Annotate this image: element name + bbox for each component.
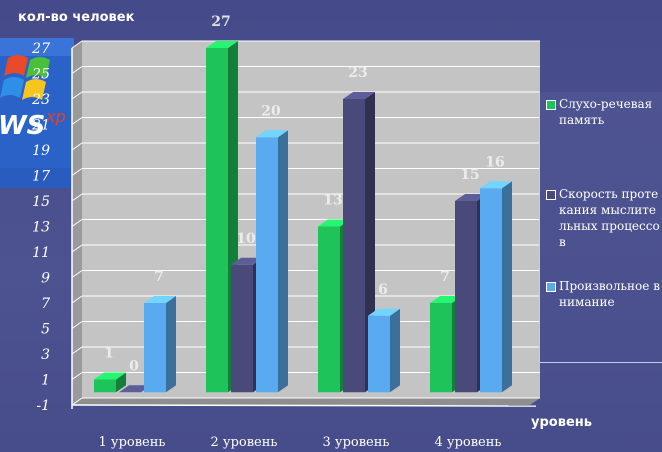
x-axis-title: уровень [531, 415, 592, 430]
y-tick-label: 21 [31, 118, 50, 134]
bar-top [480, 181, 512, 189]
chart-legend: Слухо-речевая память Скорость протекания… [539, 92, 662, 363]
y-tick-label: 17 [32, 169, 50, 185]
data-label: 7 [440, 269, 450, 285]
y-tick-label: 15 [32, 194, 50, 210]
y-tick-label: 11 [32, 245, 50, 261]
legend-swatch-green [546, 100, 556, 110]
data-label: 15 [460, 167, 479, 183]
bar-side [116, 372, 126, 393]
legend-label: Скорость протекания мыслительных процесс… [559, 187, 660, 249]
bar-top [368, 308, 400, 316]
y-axis-title: кол-во человек [18, 10, 135, 25]
bar-front [343, 99, 365, 393]
y-tick-label: 3 [41, 347, 50, 363]
y-tick-label: 1 [41, 373, 50, 389]
x-tick-label: 2 уровень [211, 435, 278, 450]
bar-front [94, 379, 116, 393]
legend-swatch-dark [546, 190, 556, 200]
gridline-side [71, 142, 83, 151]
bar-front [231, 264, 253, 393]
bar-top [256, 130, 288, 138]
y-tick-label: 7 [41, 296, 50, 312]
y-tick-label: 25 [31, 67, 50, 83]
legend-item-auditory-memory: Слухо-речевая память [546, 96, 662, 128]
bar-front [480, 188, 502, 393]
gridline-side [71, 193, 83, 202]
gridline-side [71, 397, 83, 406]
x-tick-label: 4 уровень [435, 435, 502, 450]
windows-xp-logo: WS xp [0, 38, 74, 188]
bar-top [318, 219, 350, 227]
bar-side [502, 181, 512, 393]
legend-swatch-blue [546, 282, 556, 292]
gridline-side [71, 168, 83, 176]
x-tick-label: 1 уровень [99, 435, 166, 450]
data-label: 20 [261, 103, 281, 119]
bar-front [455, 201, 477, 393]
legend-label: Произвольное внимание [559, 279, 660, 309]
plot-floor [72, 398, 540, 405]
bar-top [94, 372, 126, 380]
data-label: 6 [378, 282, 388, 298]
y-tick-label: 27 [31, 41, 50, 57]
gridline-side [71, 270, 83, 278]
bar-side [166, 296, 176, 393]
data-label: 0 [129, 358, 139, 374]
y-tick-label: 9 [41, 271, 50, 287]
bar-front [368, 315, 390, 393]
legend-item-thinking-speed: Скорость протекания мыслительных процесс… [546, 186, 662, 250]
svg-text:WS: WS [0, 111, 45, 141]
y-tick-label: 19 [32, 143, 50, 159]
gridline-side [71, 372, 83, 380]
gridline-side [71, 219, 83, 227]
data-label: 10 [236, 231, 256, 247]
data-label: 13 [323, 193, 342, 209]
y-tick-label: 13 [32, 220, 50, 236]
y-tick-label: -1 [36, 398, 50, 414]
bar-top [119, 385, 151, 393]
data-label: 23 [348, 65, 367, 81]
gridline-side [71, 321, 83, 329]
svg-text:xp: xp [45, 107, 66, 126]
data-label: 27 [211, 14, 230, 30]
bar-side [278, 130, 288, 393]
gridline-side [71, 346, 83, 355]
legend-item-attention: Произвольное внимание [546, 278, 662, 310]
bar-top [430, 296, 462, 303]
bar-top [144, 296, 176, 303]
gridline-side [71, 91, 83, 100]
legend-label: Слухо-речевая память [559, 97, 653, 127]
bar-front [256, 137, 278, 393]
bar-front [144, 303, 166, 393]
bar-side [390, 308, 400, 393]
bar-top [343, 92, 375, 99]
bar-top [206, 41, 238, 48]
x-tick-label: 3 уровень [323, 435, 390, 450]
bar-front [318, 226, 340, 393]
y-tick-label: 23 [31, 92, 50, 108]
data-label: 7 [154, 269, 164, 285]
bar-top [455, 194, 487, 201]
gridline-side [71, 295, 83, 304]
data-label: 16 [485, 154, 504, 170]
gridline-side [71, 40, 83, 49]
gridline-side [71, 66, 83, 74]
bar-top [231, 257, 263, 265]
x-axis [71, 404, 537, 407]
data-label: 1 [104, 346, 114, 362]
bar-front [206, 48, 228, 393]
y-tick-label: 5 [41, 322, 50, 338]
gridline-side [71, 117, 83, 125]
bar-front [430, 303, 452, 393]
gridline-side [71, 244, 83, 253]
